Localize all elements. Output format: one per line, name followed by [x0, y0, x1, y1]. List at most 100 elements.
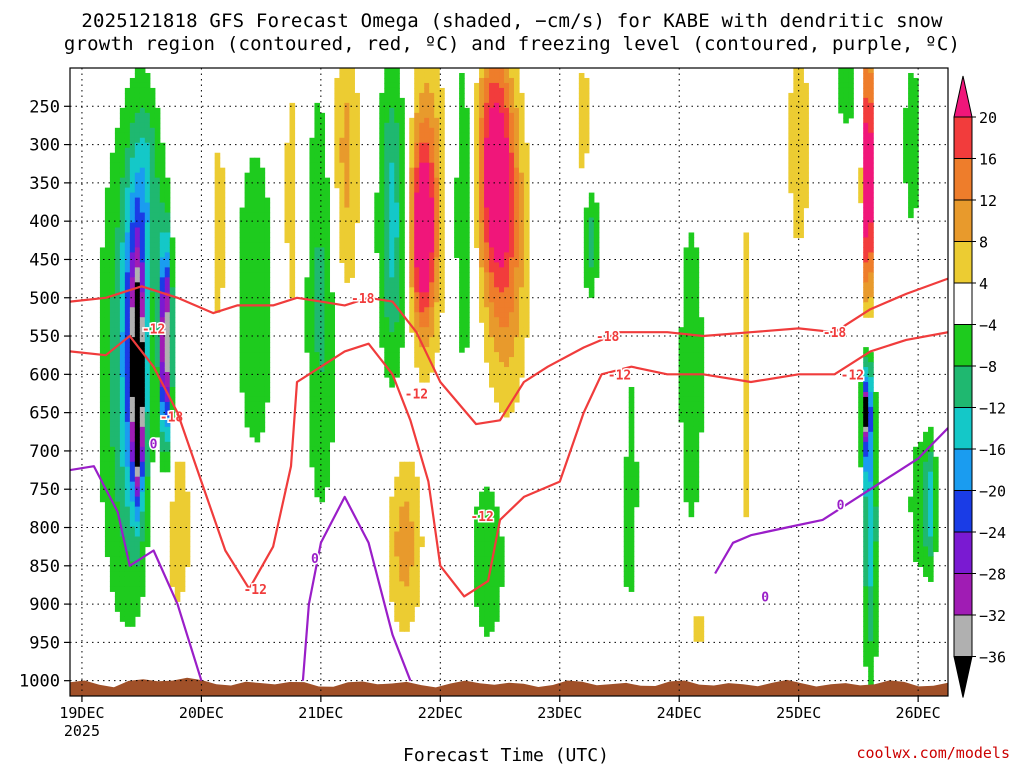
omega-cell [404, 596, 410, 602]
omega-cell [409, 202, 415, 209]
omega-cell [114, 581, 121, 587]
omega-cell [349, 142, 355, 149]
omega-cell [164, 372, 171, 378]
omega-cell [868, 516, 874, 523]
omega-cell [424, 292, 430, 298]
omega-cell [459, 272, 465, 278]
omega-cell [159, 242, 166, 249]
omega-cell [798, 102, 804, 109]
omega-cell [179, 471, 186, 478]
omega-cell [154, 212, 161, 219]
omega-cell [124, 262, 131, 268]
omega-cell [499, 222, 505, 229]
omega-cell [429, 117, 435, 124]
omega-cell [149, 382, 156, 388]
omega-cell [179, 461, 186, 468]
omega-cell [918, 446, 924, 453]
omega-cell [509, 252, 515, 258]
omega-cell [254, 247, 261, 254]
omega-cell [628, 396, 635, 403]
omega-cell [518, 247, 525, 254]
omega-cell [319, 297, 326, 303]
omega-cell [399, 471, 405, 478]
omega-cell [798, 97, 804, 104]
omega-cell [99, 431, 106, 438]
omega-cell [169, 367, 176, 373]
omega-cell [389, 157, 395, 164]
omega-cell [424, 187, 430, 194]
omega-cell [484, 571, 490, 577]
omega-cell [129, 556, 136, 563]
omega-cell [793, 102, 799, 109]
omega-cell [479, 122, 485, 129]
omega-cell [129, 252, 136, 258]
omega-cell [214, 242, 221, 249]
omega-cell [164, 212, 171, 219]
omega-cell [329, 401, 335, 408]
omega-cell [159, 347, 166, 353]
omega-cell [863, 297, 869, 303]
omega-cell [144, 267, 151, 273]
omega-cell [134, 102, 141, 109]
omega-cell [479, 546, 485, 553]
omega-cell [309, 272, 316, 278]
omega-cell [479, 292, 485, 298]
omega-cell [513, 87, 520, 94]
omega-cell [174, 506, 181, 513]
omega-cell [144, 182, 151, 189]
omega-cell [379, 187, 385, 194]
omega-cell [184, 501, 191, 508]
omega-cell [339, 147, 345, 154]
omega-cell [324, 182, 331, 189]
omega-cell [868, 72, 874, 79]
omega-cell [863, 506, 869, 513]
omega-cell [124, 596, 131, 602]
omega-cell [693, 441, 700, 448]
omega-cell [379, 152, 385, 159]
omega-cell [793, 177, 799, 184]
omega-cell [683, 277, 690, 283]
omega-cell [688, 406, 695, 413]
omega-cell [429, 312, 435, 318]
omega-cell [863, 122, 869, 129]
omega-cell [504, 102, 510, 109]
omega-cell [109, 157, 116, 164]
omega-cell [249, 197, 256, 204]
omega-cell [873, 471, 879, 478]
omega-cell [484, 352, 490, 358]
omega-cell [843, 112, 849, 119]
omega-cell [154, 416, 161, 423]
omega-cell [119, 182, 126, 189]
omega-cell [144, 307, 151, 313]
omega-cell [459, 82, 465, 89]
omega-cell [459, 112, 465, 119]
omega-cell [394, 172, 400, 179]
omega-cell [239, 297, 246, 303]
omega-cell [793, 212, 799, 219]
omega-cell [843, 102, 849, 109]
omega-cell [389, 506, 395, 513]
omega-cell [249, 377, 256, 383]
omega-cell [239, 372, 246, 378]
omega-cell [903, 162, 909, 169]
omega-cell [134, 337, 141, 343]
omega-cell [623, 516, 630, 523]
omega-cell [114, 212, 121, 219]
omega-cell [219, 272, 226, 278]
omega-cell [129, 481, 136, 488]
omega-cell [474, 566, 480, 572]
omega-cell [134, 571, 141, 577]
omega-cell [683, 386, 690, 393]
omega-cell [119, 396, 126, 403]
omega-cell [409, 277, 415, 283]
omega-cell [504, 287, 510, 293]
omega-cell [509, 377, 515, 383]
omega-cell [523, 217, 530, 224]
omega-cell [319, 491, 326, 498]
omega-cell [513, 262, 520, 268]
omega-cell [908, 177, 914, 184]
omega-cell [873, 401, 879, 408]
omega-cell [399, 287, 405, 293]
omega-cell [523, 237, 530, 244]
omega-cell [414, 72, 420, 79]
